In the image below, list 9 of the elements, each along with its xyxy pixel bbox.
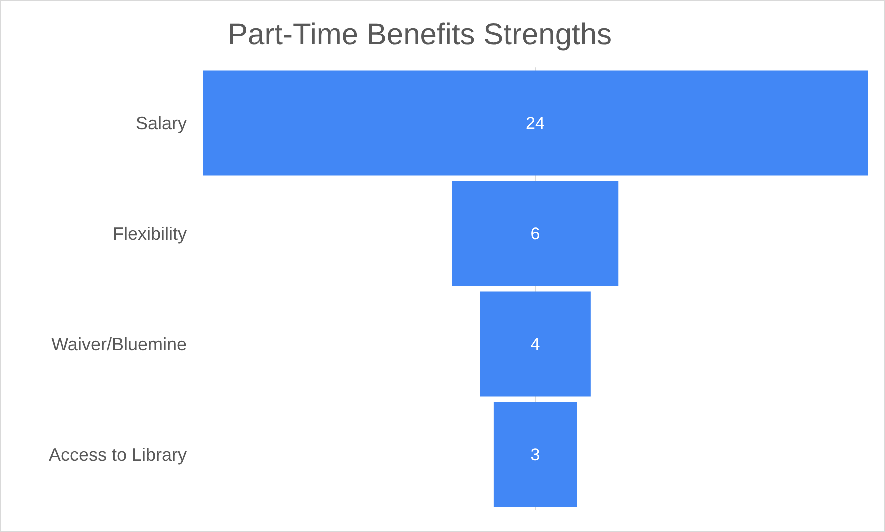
category-label: Salary bbox=[136, 113, 187, 134]
data-label: 4 bbox=[530, 334, 540, 354]
category-label: Waiver/Bluemine bbox=[52, 334, 187, 354]
category-label: Access to Library bbox=[48, 444, 187, 465]
data-label: 3 bbox=[530, 445, 540, 464]
data-label: 6 bbox=[530, 224, 540, 244]
text: Part-Time Benefits Strengths bbox=[228, 18, 612, 52]
data-label: 24 bbox=[526, 114, 545, 133]
category-label: Flexibility bbox=[112, 224, 187, 244]
